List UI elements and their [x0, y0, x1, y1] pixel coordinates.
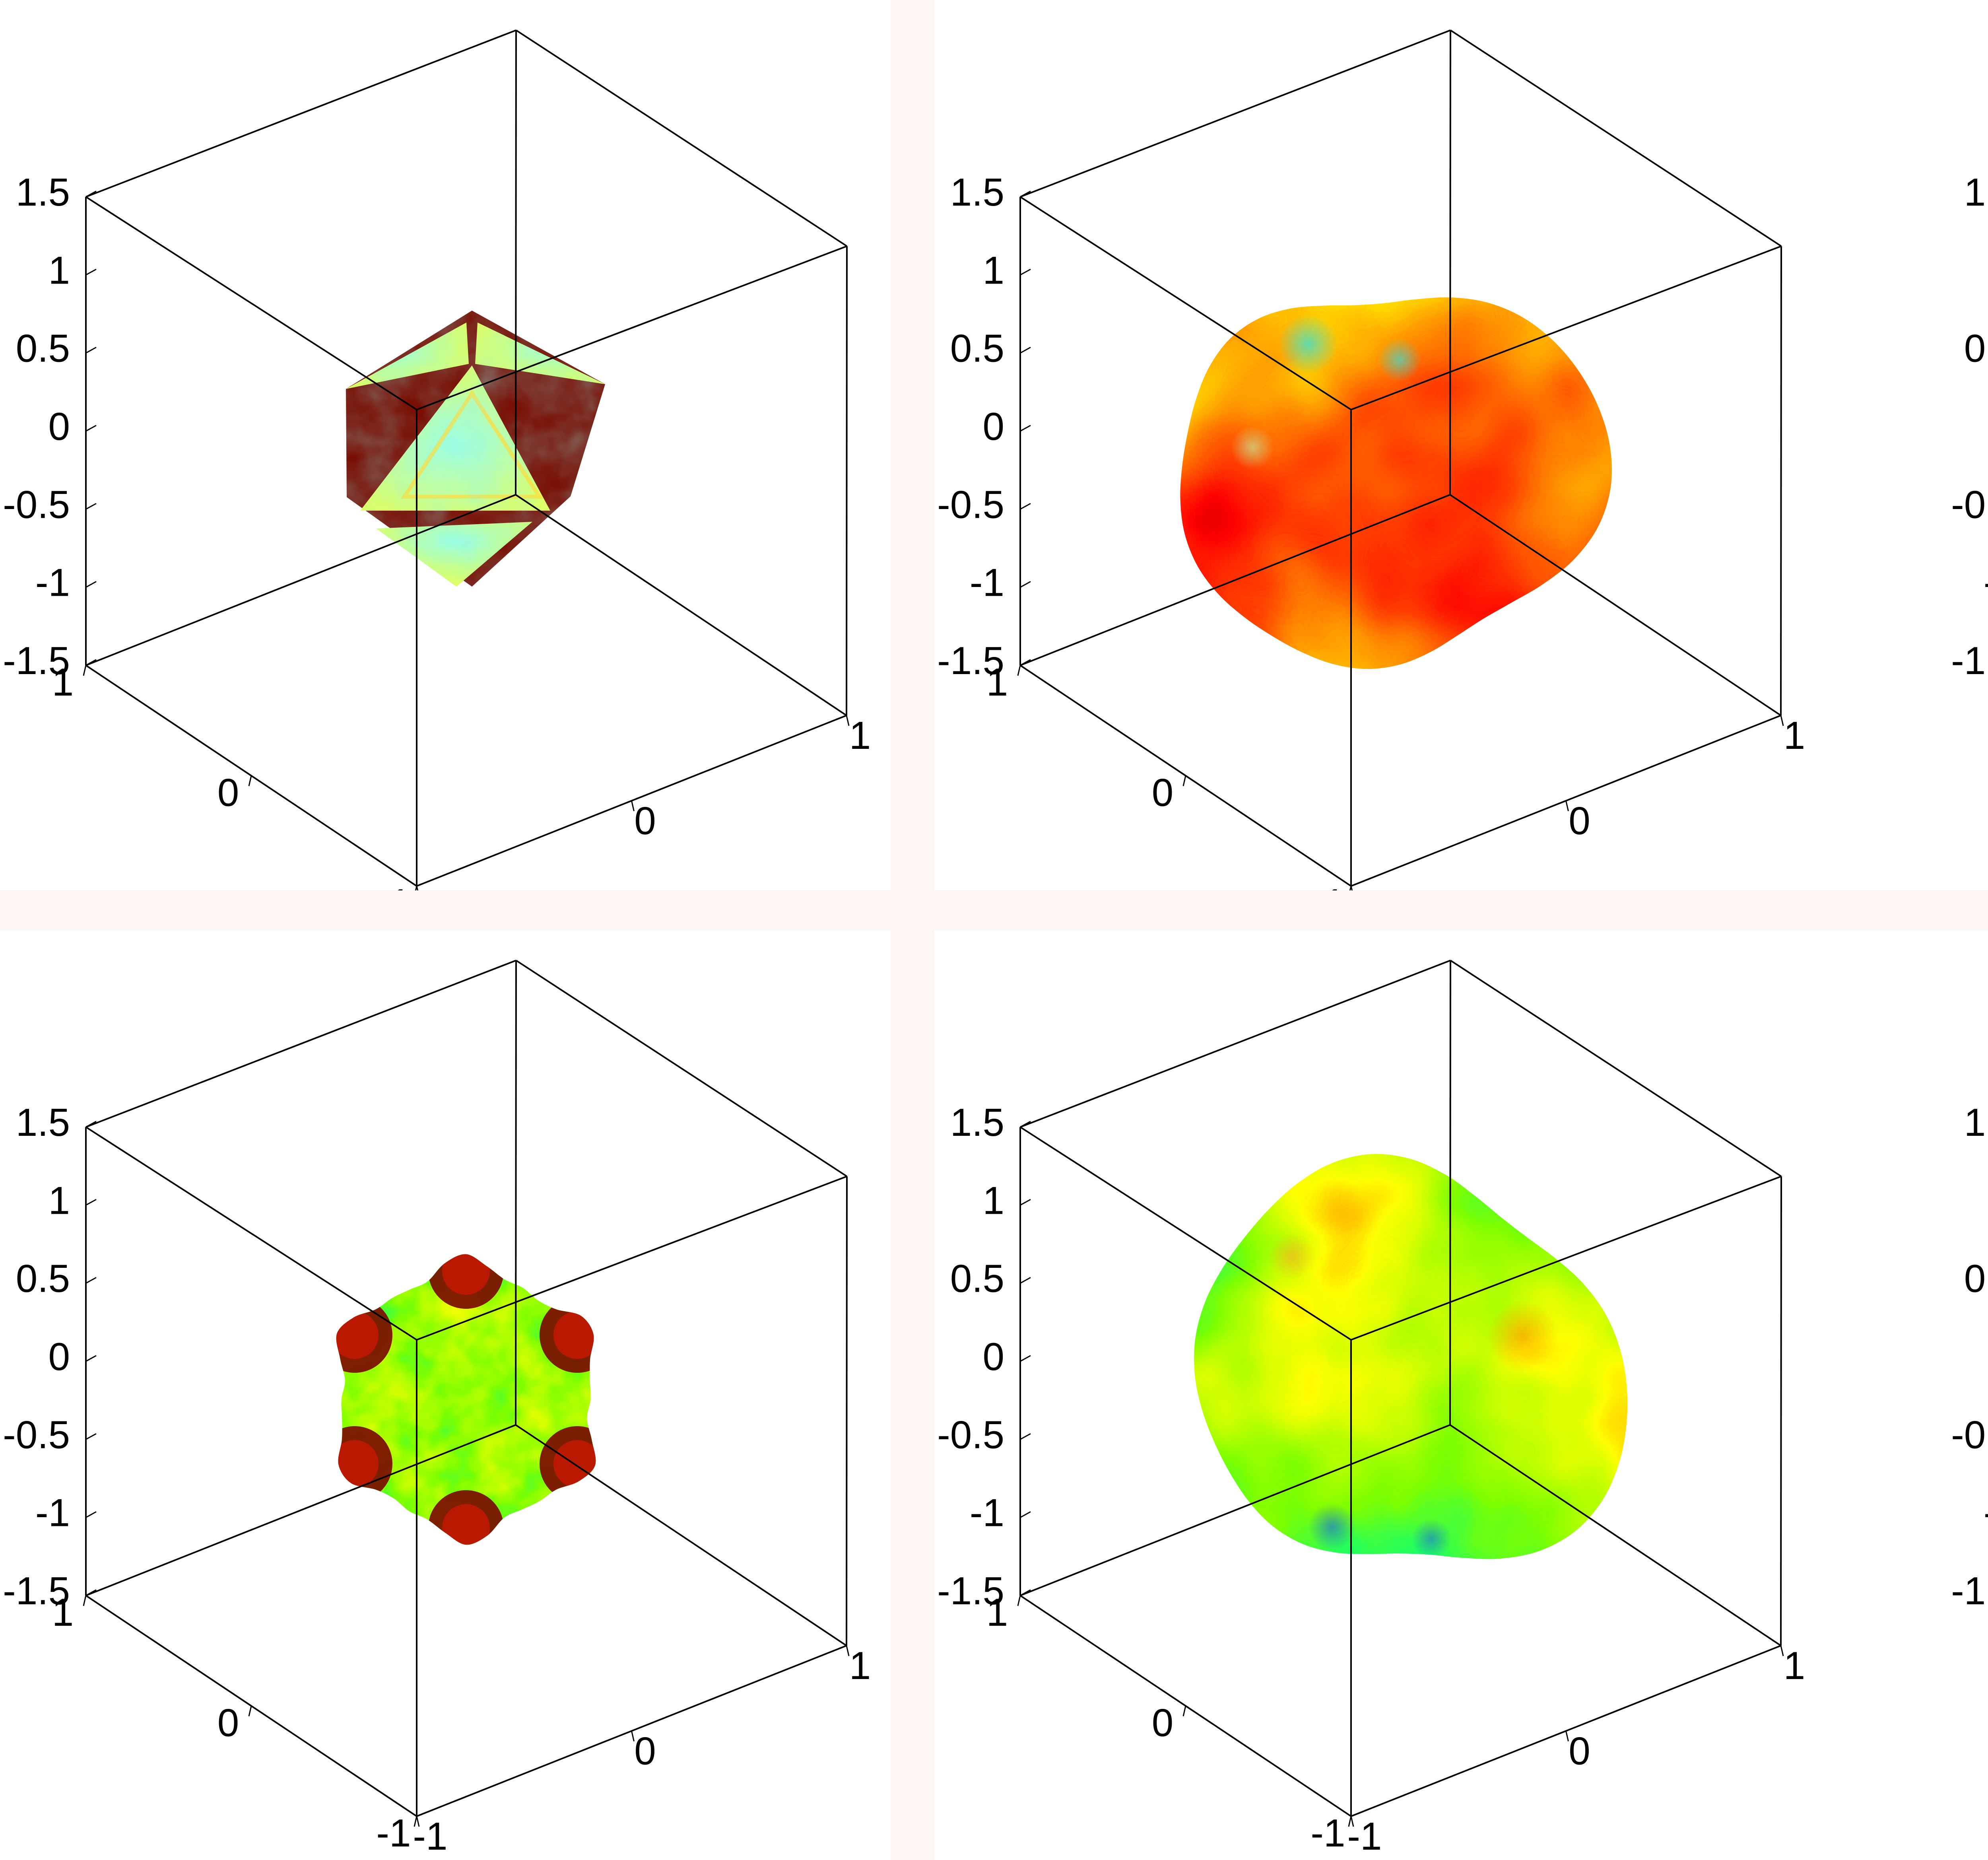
- svg-text:0: 0: [1152, 771, 1174, 814]
- svg-text:-0.5: -0.5: [3, 482, 70, 526]
- svg-text:0.5: 0.5: [16, 1257, 70, 1300]
- svg-text:1: 1: [52, 1590, 74, 1634]
- svg-text:-1: -1: [413, 1814, 447, 1858]
- svg-text:0: 0: [217, 771, 239, 814]
- svg-text:0: 0: [1569, 1729, 1590, 1773]
- svg-text:-1.5: -1.5: [1951, 639, 1988, 682]
- svg-text:1.5: 1.5: [16, 170, 70, 214]
- svg-text:1.5: 1.5: [950, 170, 1004, 214]
- svg-text:-0.5: -0.5: [1951, 1413, 1988, 1456]
- svg-text:-0.5: -0.5: [937, 1413, 1004, 1456]
- svg-text:0: 0: [982, 1335, 1004, 1378]
- svg-text:-1: -1: [970, 1491, 1004, 1535]
- svg-text:-1: -1: [1984, 1491, 1988, 1535]
- svg-text:1.5: 1.5: [16, 1100, 70, 1144]
- svg-text:1.5: 1.5: [1964, 170, 1988, 214]
- svg-text:1: 1: [48, 248, 70, 292]
- svg-text:0: 0: [634, 1729, 656, 1773]
- svg-text:1: 1: [849, 713, 871, 757]
- svg-text:0.5: 0.5: [950, 1257, 1004, 1300]
- svg-text:-0.5: -0.5: [3, 1413, 70, 1456]
- svg-text:1.5: 1.5: [950, 1100, 1004, 1144]
- svg-text:1: 1: [849, 1644, 871, 1687]
- svg-text:-1: -1: [1984, 561, 1988, 604]
- svg-text:1: 1: [52, 660, 74, 704]
- svg-text:-1: -1: [35, 561, 70, 604]
- svg-text:1: 1: [982, 1178, 1004, 1222]
- svg-text:1: 1: [982, 248, 1004, 292]
- svg-text:1: 1: [1784, 1644, 1806, 1687]
- svg-text:0: 0: [634, 799, 656, 843]
- svg-text:-1.5: -1.5: [1951, 1569, 1988, 1613]
- svg-text:1: 1: [1784, 713, 1806, 757]
- svg-text:0: 0: [48, 1335, 70, 1378]
- svg-text:-1: -1: [1310, 1811, 1345, 1855]
- svg-text:0.5: 0.5: [950, 327, 1004, 370]
- svg-text:-1: -1: [35, 1491, 70, 1535]
- svg-text:0: 0: [1152, 1701, 1174, 1745]
- svg-text:0.5: 0.5: [16, 327, 70, 370]
- svg-text:1: 1: [986, 1590, 1008, 1634]
- svg-text:1: 1: [986, 660, 1008, 704]
- svg-text:0.5: 0.5: [1964, 327, 1988, 370]
- svg-text:0: 0: [48, 404, 70, 448]
- svg-text:-1: -1: [970, 561, 1004, 604]
- svg-text:-1: -1: [376, 1811, 411, 1855]
- svg-text:0: 0: [1569, 799, 1590, 843]
- svg-text:1: 1: [48, 1178, 70, 1222]
- svg-text:-0.5: -0.5: [1951, 482, 1988, 526]
- svg-text:1.5: 1.5: [1964, 1100, 1988, 1144]
- svg-text:0: 0: [217, 1701, 239, 1745]
- svg-text:0: 0: [982, 404, 1004, 448]
- svg-text:-0.5: -0.5: [937, 482, 1004, 526]
- svg-text:-1: -1: [1347, 1814, 1382, 1858]
- svg-text:0.5: 0.5: [1964, 1257, 1988, 1300]
